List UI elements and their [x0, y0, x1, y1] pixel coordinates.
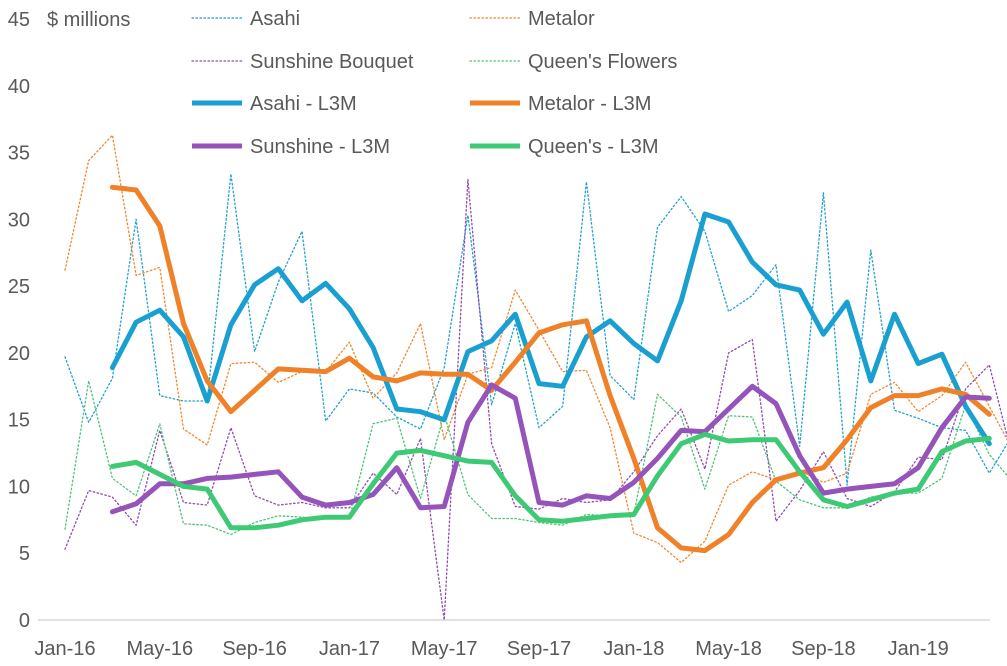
legend: Asahi Metalor Sunshine Bouquet Queen's Flow…	[191, 8, 677, 158]
x-tick-label: Jan-19	[888, 638, 949, 660]
x-tick-label: Jan-17	[319, 638, 380, 660]
series-lines	[64, 134, 1007, 621]
x-tick-label: May-16	[126, 638, 193, 660]
series-line-metalor	[64, 134, 1007, 564]
legend-label: Queen's - L3M	[528, 136, 659, 158]
y-tick-label: 30	[8, 209, 30, 231]
legend-label: Asahi - L3M	[250, 93, 357, 115]
y-tick-label: 45	[8, 9, 30, 31]
y-axis-unit-label: $ millions	[47, 9, 130, 31]
legend-label: Sunshine - L3M	[250, 136, 390, 158]
x-tick-label: Sep-18	[791, 638, 856, 660]
series-line-sunshine-bouquet	[64, 178, 1007, 621]
y-tick-label: 10	[8, 476, 30, 498]
y-tick-label: 15	[8, 410, 30, 432]
series-line-sunshine-l3m	[109, 382, 992, 515]
x-axis-ticks: Jan-16 May-16 Sep-16 Jan-17 May-17 Sep-17 Jan-…	[34, 638, 948, 660]
series-line-queen-s-flowers	[64, 380, 1007, 536]
legend-label: Asahi	[250, 8, 300, 30]
legend-label: Queen's Flowers	[528, 51, 677, 73]
legend-label: Sunshine Bouquet	[250, 51, 414, 73]
y-axis-ticks: 0 5 10 15 20 25 30 35 40 45	[8, 9, 30, 632]
y-tick-label: 40	[8, 76, 30, 98]
legend-label: Metalor - L3M	[528, 93, 651, 115]
x-tick-label: Jan-16	[34, 638, 95, 660]
x-tick-label: Sep-17	[507, 638, 572, 660]
legend-label: Metalor	[528, 8, 595, 30]
series-line-asahi	[64, 173, 1007, 486]
y-tick-label: 5	[19, 543, 30, 565]
x-tick-label: Jan-18	[603, 638, 664, 660]
x-tick-label: May-17	[411, 638, 478, 660]
x-tick-label: May-18	[695, 638, 762, 660]
y-tick-label: 25	[8, 276, 30, 298]
series-line-asahi-l3m	[109, 211, 992, 447]
y-tick-label: 35	[8, 143, 30, 165]
series-line-metalor-l3m	[109, 184, 992, 554]
y-tick-label: 0	[19, 610, 30, 632]
series-line-queen-s-l3m	[109, 431, 992, 531]
y-tick-label: 20	[8, 343, 30, 365]
x-tick-label: Sep-16	[222, 638, 287, 660]
